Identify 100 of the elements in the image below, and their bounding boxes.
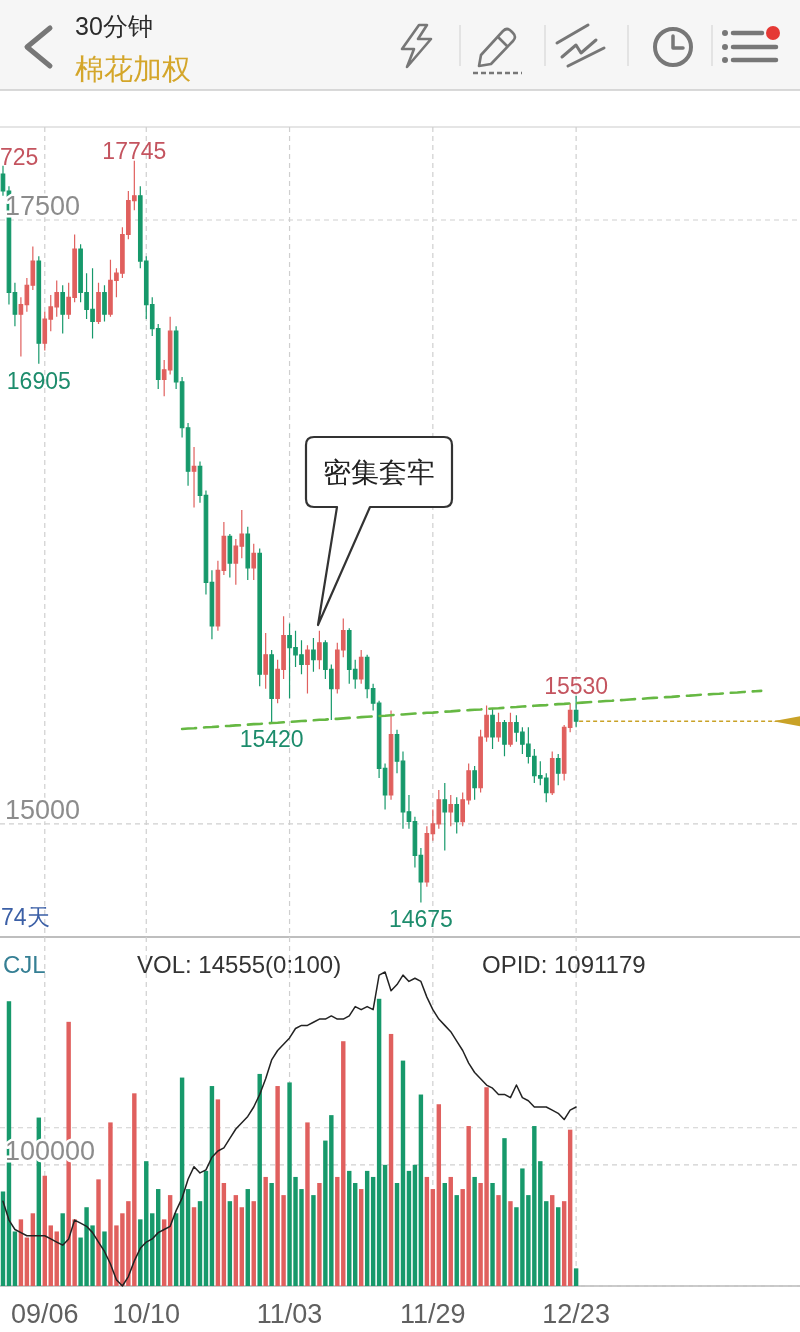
candlestick: [418, 847, 424, 904]
x-tick-label: 11/03: [256, 1299, 323, 1329]
candlestick: [502, 719, 507, 757]
x-tick-label: 12/23: [542, 1299, 610, 1329]
bar: [502, 1138, 507, 1286]
candlestick: [400, 750, 406, 830]
chart-title: 棉花加权: [75, 53, 191, 85]
bar: [227, 1201, 233, 1286]
bar: [257, 1073, 262, 1286]
text: CJL: [3, 951, 46, 978]
candlestick: [251, 543, 257, 581]
bar: [400, 1060, 406, 1286]
bar: [185, 1189, 191, 1286]
candlestick: [317, 630, 322, 670]
x-tick-label: 11/29: [400, 1299, 466, 1329]
annotation: 15420: [239, 726, 304, 753]
bar: [353, 1183, 358, 1286]
annotation: VOL: 14555(0:100): [137, 951, 342, 978]
bar: [573, 1268, 579, 1286]
annotation: 15530: [544, 672, 609, 699]
bar: [376, 998, 382, 1286]
bar: [215, 1099, 221, 1286]
bar: [269, 1183, 274, 1286]
bar: [317, 1183, 322, 1286]
bar: [382, 1164, 388, 1286]
bar: [406, 1170, 412, 1286]
bar: [448, 1176, 453, 1286]
candlestick: [358, 649, 364, 685]
bar: [496, 1195, 501, 1286]
bar: [418, 1094, 424, 1286]
y-tick-label: 15000: [5, 794, 81, 825]
bar: [221, 1183, 227, 1286]
bar: [96, 1179, 101, 1286]
candlestick: [60, 284, 66, 335]
bar: [197, 1201, 203, 1286]
candlestick: [555, 753, 561, 786]
bar: [388, 1033, 394, 1286]
bar: [203, 1170, 209, 1286]
candlestick: [305, 644, 310, 695]
bar: [472, 1176, 477, 1286]
bar: [370, 1176, 376, 1286]
x-tick-label: 10/10: [112, 1299, 181, 1329]
annotation: 密集套牢: [323, 457, 435, 488]
candlestick: [508, 712, 513, 748]
candlestick: [191, 446, 197, 509]
candlestick: [382, 762, 388, 811]
candlestick: [263, 632, 268, 690]
bar: [263, 1176, 268, 1286]
candlestick: [311, 637, 316, 673]
bar: [102, 1231, 107, 1286]
bar: [430, 1189, 436, 1286]
bar: [442, 1183, 447, 1286]
bar: [550, 1195, 555, 1286]
candlestick: [269, 649, 274, 724]
bar: [561, 1201, 567, 1286]
candlestick: [257, 547, 263, 687]
bar: [251, 1201, 256, 1286]
bar: [424, 1176, 430, 1286]
candlestick: [245, 526, 251, 581]
bar: [567, 1129, 573, 1286]
candlestick: [227, 533, 233, 579]
bar: [233, 1195, 239, 1286]
candlestick: [12, 282, 18, 327]
bar: [490, 1183, 495, 1286]
candlestick: [454, 796, 460, 835]
bar: [191, 1207, 197, 1286]
bar: [412, 1164, 418, 1286]
annotation: 74天: [1, 904, 50, 930]
bar: [394, 1183, 400, 1286]
candlestick: [448, 794, 454, 827]
candlestick: [573, 695, 579, 728]
bar: [508, 1201, 513, 1286]
chart-subtitle: 30分钟: [75, 12, 153, 40]
bar: [436, 1104, 442, 1286]
candlestick: [496, 712, 501, 743]
bar: [245, 1189, 250, 1286]
callout: 密集套牢: [304, 435, 454, 627]
bar: [454, 1195, 459, 1286]
bar: [24, 1237, 30, 1286]
bar: [12, 1231, 18, 1286]
bar: [305, 1122, 310, 1286]
candlestick: [209, 569, 215, 640]
candlestick: [394, 729, 400, 774]
bar: [556, 1207, 561, 1286]
candlestick: [221, 521, 227, 576]
bar: [239, 1207, 244, 1286]
candlestick: [490, 707, 495, 750]
annotation: 16905: [6, 367, 71, 394]
chart-title: OPID: 1091179: [482, 951, 646, 978]
candlestick: [472, 765, 477, 801]
bar: [60, 1213, 65, 1286]
candlestick: [36, 255, 42, 365]
candlestick: [96, 282, 101, 325]
candlestick: [406, 794, 412, 830]
annotation: 14675: [388, 906, 453, 933]
bar: [358, 1189, 364, 1286]
candlestick: [0, 165, 6, 197]
annotation: 17745: [102, 137, 167, 164]
annotation: 725: [0, 144, 39, 170]
bar: [311, 1195, 316, 1286]
